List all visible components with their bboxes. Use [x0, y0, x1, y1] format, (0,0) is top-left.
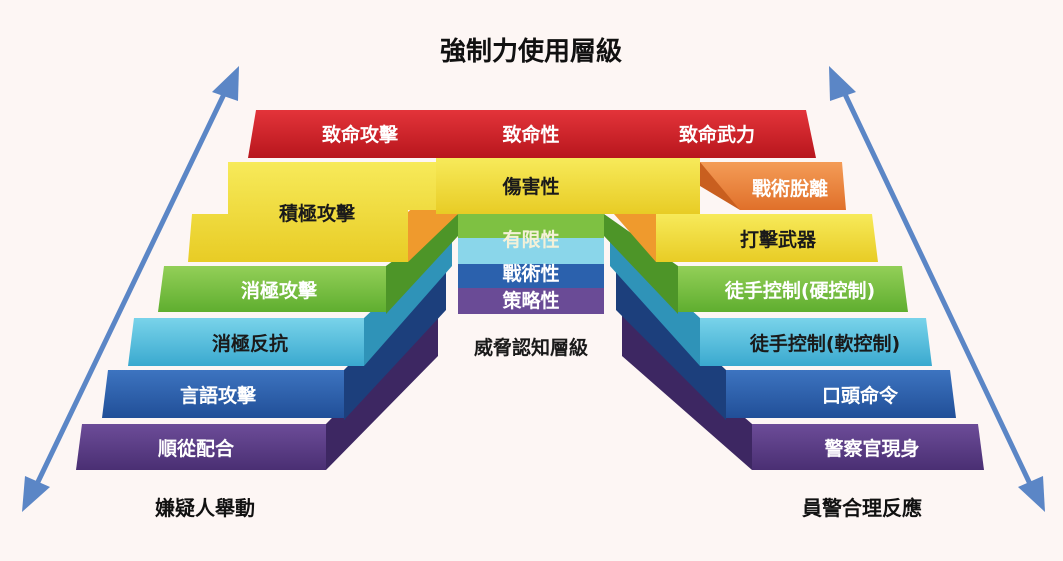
level-1-right: 戰術脫離	[752, 177, 828, 200]
level-5-right: 口頭命令	[822, 384, 899, 407]
step-right-blue-side	[616, 266, 726, 420]
step-right-green	[678, 266, 908, 312]
step-left-purple	[76, 424, 326, 470]
step-left-green	[158, 266, 386, 312]
right-staircase	[604, 162, 984, 470]
level-4-left: 消極反抗	[212, 332, 288, 355]
left-staircase	[76, 162, 458, 470]
step-left-cyan	[128, 318, 364, 366]
center-green-band	[458, 214, 604, 238]
right-double-arrow	[829, 66, 1045, 512]
step-top-red	[248, 110, 816, 158]
step-left-blue	[102, 370, 344, 418]
level-2-right: 打擊武器	[740, 228, 817, 251]
level-6-left: 順從配合	[158, 437, 235, 460]
left-double-arrow	[22, 66, 239, 512]
step-left-green-side	[386, 214, 458, 314]
step-left-blue-side	[344, 266, 446, 420]
level-3-right: 徒手控制(硬控制)	[724, 279, 875, 302]
level-4-center: 策略性	[502, 289, 559, 312]
level-2-center: 有限性	[502, 228, 559, 251]
center-column	[436, 158, 700, 314]
diagram-title: 強制力使用層級	[440, 36, 622, 67]
level-1-center: 傷害性	[501, 175, 559, 198]
step-left-purple-side	[326, 310, 438, 470]
level-0-right: 致命武力	[679, 123, 755, 146]
step-right-orange	[700, 162, 846, 210]
step-right-cyan	[700, 318, 932, 366]
center-yellow-band	[436, 158, 700, 214]
level-5-left: 言語攻擊	[180, 384, 257, 407]
level-0-center: 致命性	[502, 123, 559, 146]
center-purple-band	[458, 288, 604, 314]
step-right-blue	[726, 370, 956, 418]
step-left-cyan-side	[364, 236, 452, 366]
step-right-yellow	[656, 214, 878, 262]
level-4-right: 徒手控制(軟控制)	[749, 332, 900, 355]
right-axis-label: 員警合理反應	[801, 496, 922, 520]
center-cyan-band	[458, 238, 604, 264]
left-axis-label: 嫌疑人舉動	[155, 496, 255, 520]
level-3-center: 戰術性	[502, 262, 559, 285]
level-1-left: 積極攻擊	[279, 202, 356, 225]
level-3-left: 消極攻擊	[241, 279, 318, 302]
step-right-purple-side	[622, 310, 752, 470]
step-right-cyan-side	[610, 236, 700, 366]
level-0-left: 致命攻擊	[322, 123, 399, 146]
step-right-green-side	[604, 214, 678, 314]
center-caption: 威脅認知層級	[474, 336, 588, 359]
step-right-purple	[752, 424, 984, 470]
level-6-right: 警察官現身	[824, 437, 919, 460]
step-left-yellow	[188, 162, 436, 262]
center-blue-band	[458, 264, 604, 288]
